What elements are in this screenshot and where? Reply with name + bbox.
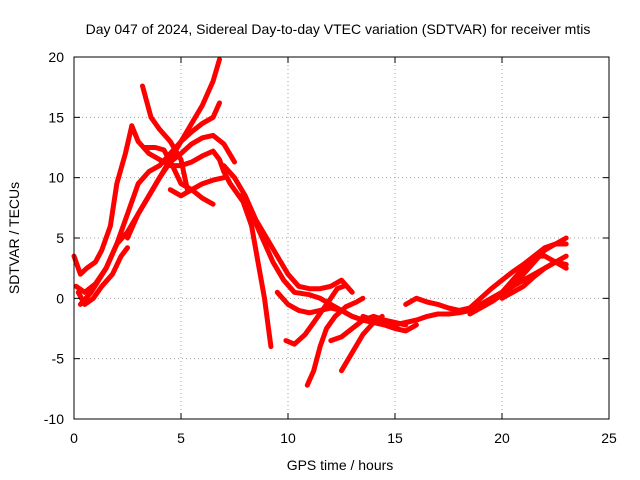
series-arc-7 [142,145,216,207]
series-arc-5 [75,245,130,307]
series-arc-2 [129,123,274,350]
x-tick-label: 10 [280,430,296,446]
series-arc-12 [274,289,419,334]
series-arc-21 [499,259,569,301]
x-tick-label: 25 [601,430,617,446]
x-axis-label: GPS time / hours [287,457,394,473]
y-tick-label: 10 [48,170,64,186]
x-tick-label: 0 [70,430,78,446]
y-tick-label: 0 [56,290,64,306]
series-arc-9 [167,175,227,199]
chart-title: Day 047 of 2024, Sidereal Day-to-day VTE… [86,21,591,37]
x-tick-label: 15 [387,430,403,446]
series-arc-18 [403,235,569,313]
x-tick-label: 20 [494,430,510,446]
series-arc-8 [125,132,237,241]
series-arc-4 [77,56,222,307]
series-arc-19 [467,241,569,317]
y-tick-label: -5 [52,351,65,367]
series-arc-13 [283,283,347,347]
y-tick-label: 20 [48,49,64,65]
grid [74,57,609,419]
axis-ticks: 0 5 10 15 20 25 -10 -5 0 5 10 15 20 [44,49,617,446]
y-tick-label: -10 [44,411,64,427]
series-layer [71,56,569,388]
series-arc-17 [360,253,569,328]
y-tick-label: 15 [48,109,64,125]
series-arc-6 [140,83,190,193]
series-arc-10 [221,163,355,295]
y-axis-label: SDTVAR / TECUs [6,182,22,294]
x-tick-label: 5 [177,430,185,446]
series-arc-14 [304,295,366,388]
y-tick-label: 5 [56,230,64,246]
series-arc-1 [71,123,135,277]
